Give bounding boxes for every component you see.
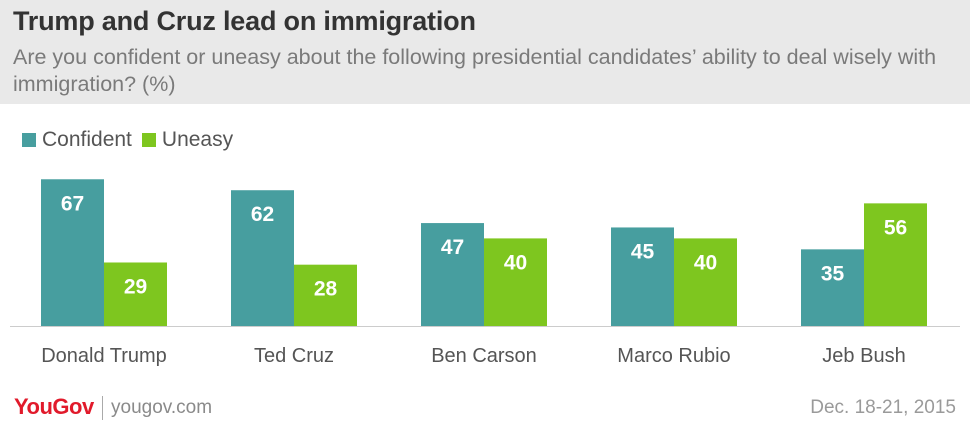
bar-confident-ted-cruz (231, 190, 294, 326)
legend-label-confident: Confident (42, 128, 132, 151)
bar-uneasy-ted-cruz (294, 264, 357, 326)
data-label-uneasy-ben-carson: 40 (504, 251, 527, 274)
category-label-ben-carson: Ben Carson (431, 345, 537, 367)
yougov-logo: YouGov (14, 394, 94, 419)
bar-confident-donald-trump (41, 179, 104, 326)
bar-confident-jeb-bush (801, 249, 864, 326)
survey-date: Dec. 18-21, 2015 (810, 397, 956, 418)
data-label-uneasy-marco-rubio: 40 (694, 251, 717, 274)
bar-confident-ben-carson (421, 223, 484, 326)
chart-subtitle: Are you confident or uneasy about the fo… (13, 45, 937, 96)
legend-item-confident: Confident (22, 128, 132, 152)
category-label-donald-trump: Donald Trump (41, 345, 167, 367)
category-label-ted-cruz: Ted Cruz (254, 345, 334, 367)
category-label-marco-rubio: Marco Rubio (617, 345, 730, 367)
bar-uneasy-jeb-bush (864, 203, 927, 326)
data-label-confident-marco-rubio: 45 (631, 240, 655, 263)
legend-item-uneasy: Uneasy (141, 128, 234, 152)
footer-divider (102, 396, 103, 420)
chart-title: Trump and Cruz lead on immigration (13, 6, 476, 36)
bar-uneasy-marco-rubio (674, 238, 737, 326)
legend-label-uneasy: Uneasy (161, 128, 234, 151)
legend-swatch-uneasy (141, 133, 156, 147)
footer-url[interactable]: yougov.com (111, 397, 213, 418)
data-label-confident-jeb-bush: 35 (821, 262, 845, 285)
data-label-confident-ted-cruz: 62 (251, 203, 274, 226)
bar-confident-marco-rubio (611, 227, 674, 326)
data-label-uneasy-donald-trump: 29 (124, 275, 147, 298)
data-label-confident-donald-trump: 67 (61, 192, 84, 215)
data-label-uneasy-ted-cruz: 28 (314, 278, 338, 301)
category-label-jeb-bush: Jeb Bush (822, 345, 905, 367)
bar-uneasy-donald-trump (104, 262, 167, 326)
data-label-uneasy-jeb-bush: 56 (884, 216, 907, 239)
chart-header: Trump and Cruz lead on immigration Are y… (0, 0, 970, 104)
legend-swatch-confident (22, 133, 36, 147)
chart-legend: Confident Uneasy (22, 128, 243, 152)
data-label-confident-ben-carson: 47 (441, 236, 464, 259)
bar-uneasy-ben-carson (484, 238, 547, 326)
